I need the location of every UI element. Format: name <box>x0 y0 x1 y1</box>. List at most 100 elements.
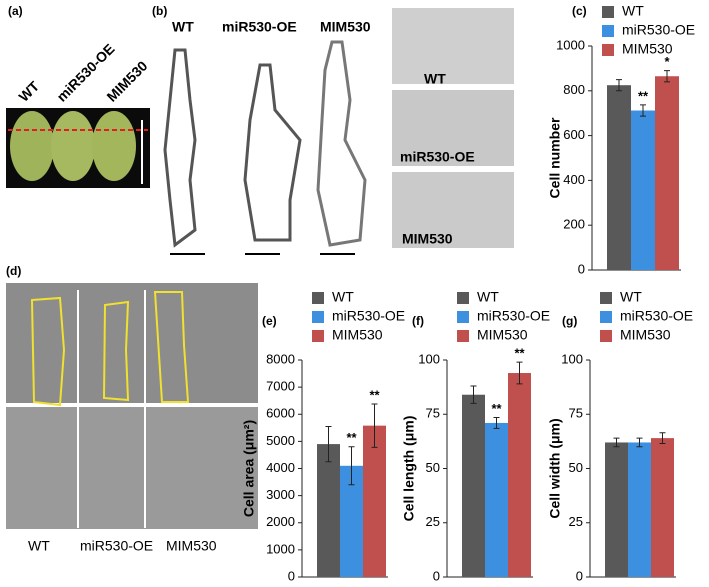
genotype-label: MIM530 <box>103 58 150 105</box>
bar <box>462 394 485 577</box>
panel-label: (f) <box>412 314 424 328</box>
panel-label: (a) <box>8 4 23 18</box>
y-tick-label: 4000 <box>266 460 295 475</box>
legend-label: MIM530 <box>477 327 528 343</box>
y-tick-label: 0 <box>288 568 295 582</box>
y-axis-label: Cell width (μm) <box>547 418 563 518</box>
y-tick-label: 25 <box>426 514 440 529</box>
grain <box>92 111 136 181</box>
y-tick-label: 75 <box>569 406 583 421</box>
legend-swatch <box>602 44 614 56</box>
legend-label: MIM530 <box>622 41 673 57</box>
legend-label: MIM530 <box>332 327 383 343</box>
section-label: miR530-OE <box>400 149 475 165</box>
cell-outline <box>30 296 66 407</box>
bar <box>605 442 628 577</box>
bar <box>485 422 508 577</box>
legend-label: miR530-OE <box>477 308 550 324</box>
y-tick-label: 50 <box>569 460 583 475</box>
legend-swatch <box>600 311 612 323</box>
significance-label: ** <box>369 387 380 402</box>
genotype-label: miR530-OE <box>222 19 297 35</box>
grain <box>10 111 54 181</box>
y-tick-label: 6000 <box>266 406 295 421</box>
y-tick-label: 600 <box>563 127 585 142</box>
section-outline <box>163 48 197 248</box>
legend-swatch <box>457 330 469 342</box>
bar <box>631 110 655 271</box>
panel-label: (e) <box>262 314 277 328</box>
error-bar <box>516 361 523 385</box>
legend-swatch <box>602 6 614 18</box>
bar <box>655 76 679 271</box>
genotype-label: MIM530 <box>320 19 371 35</box>
photo <box>6 407 258 529</box>
legend-swatch <box>602 25 614 37</box>
error-bar <box>371 403 378 448</box>
legend-label: miR530-OE <box>332 308 405 324</box>
y-tick-label: 0 <box>576 568 583 582</box>
section-label: WT <box>424 71 446 87</box>
grain <box>51 111 95 181</box>
panel-label: (d) <box>6 264 21 278</box>
y-tick-label: 0 <box>578 261 585 276</box>
y-tick-label: 1000 <box>556 37 585 52</box>
legend-label: MIM530 <box>620 327 671 343</box>
error-bar <box>640 104 646 117</box>
y-tick-label: 3000 <box>266 487 295 502</box>
y-tick-label: 1000 <box>266 541 295 556</box>
significance-label: * <box>664 54 670 69</box>
legend-swatch <box>457 311 469 323</box>
y-tick-label: 7000 <box>266 379 295 394</box>
photo <box>392 8 514 84</box>
cell-outline <box>102 300 130 402</box>
y-axis-label: Cell number <box>547 117 563 198</box>
error-bar <box>659 432 666 445</box>
bar <box>363 425 386 577</box>
bar <box>607 85 631 270</box>
photo <box>392 90 514 166</box>
legend-swatch <box>312 292 324 304</box>
bar <box>651 438 674 577</box>
error-bar <box>325 425 332 463</box>
error-bar <box>493 417 500 429</box>
error-bar <box>664 70 670 83</box>
significance-label: ** <box>346 430 357 445</box>
bar <box>508 373 531 577</box>
bar <box>628 442 651 577</box>
section-label: MIM530 <box>402 231 453 247</box>
error-bar <box>348 446 355 486</box>
genotype-label: WT <box>172 19 194 35</box>
genotype-label: WT <box>15 78 42 105</box>
legend-label: miR530-OE <box>622 22 695 38</box>
bar <box>340 465 363 577</box>
y-axis-label: Cell length (μm) <box>401 416 417 522</box>
panel-label: (g) <box>562 314 577 328</box>
legend-swatch <box>600 330 612 342</box>
legend-label: WT <box>332 289 354 305</box>
significance-label: ** <box>514 346 525 361</box>
error-bar <box>636 437 643 448</box>
y-axis-label: Cell area (μm²) <box>241 420 257 517</box>
panel-label: (b) <box>152 4 167 18</box>
y-tick-label: 50 <box>426 460 440 475</box>
error-bar <box>470 385 477 404</box>
error-bar <box>616 79 622 92</box>
legend-swatch <box>312 311 324 323</box>
genotype-label: miR530-OE <box>80 538 153 554</box>
legend-swatch <box>312 330 324 342</box>
photo <box>6 283 258 403</box>
genotype-label: MIM530 <box>166 538 217 554</box>
error-bar <box>613 437 620 448</box>
y-tick-label: 800 <box>563 82 585 97</box>
legend-label: miR530-OE <box>620 308 693 324</box>
legend-swatch <box>600 292 612 304</box>
genotype-label: WT <box>28 538 50 554</box>
y-tick-label: 0 <box>433 568 440 582</box>
y-tick-label: 400 <box>563 172 585 187</box>
legend-label: WT <box>620 289 642 305</box>
significance-label: ** <box>491 401 502 416</box>
panel-label: (c) <box>572 4 587 18</box>
y-tick-label: 8000 <box>266 351 295 366</box>
